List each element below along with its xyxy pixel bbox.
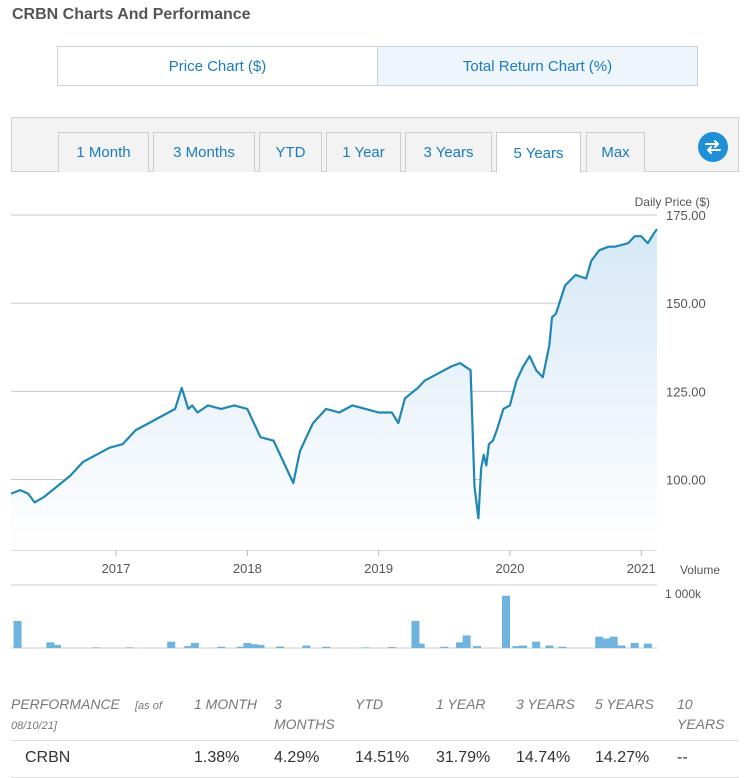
page-title: CRBN Charts And Performance xyxy=(12,6,251,23)
performance-as-of: [as of xyxy=(135,700,162,712)
swap-arrows-icon[interactable] xyxy=(698,132,728,162)
row-3-months: 4.29% xyxy=(274,749,320,766)
performance-date: 08/10/21] xyxy=(11,720,57,732)
row-3-years: 14.74% xyxy=(516,749,571,766)
y-tick-label: 150.00 xyxy=(666,296,706,311)
volume-bar xyxy=(502,595,511,648)
volume-bar xyxy=(512,646,521,648)
volume-bar xyxy=(609,636,618,648)
row-ticker: CRBN xyxy=(25,749,71,766)
x-tick-label: 2021 xyxy=(627,561,656,576)
volume-bar xyxy=(473,646,482,648)
x-tick-label: 2020 xyxy=(495,561,524,576)
volume-bar xyxy=(125,647,134,648)
performance-header: PERFORMANCE [as of 08/10/21] 1 MONTH 3 M… xyxy=(11,690,739,740)
tab-1-month[interactable]: 1 Month xyxy=(58,132,149,172)
col-1-month: 1 MONTH xyxy=(194,696,257,712)
volume-bar xyxy=(13,620,22,648)
tab-1-year[interactable]: 1 Year xyxy=(326,132,401,172)
col-ytd: YTD xyxy=(355,696,383,712)
tab-5-years[interactable]: 5 Years xyxy=(496,132,581,173)
tab-ytd[interactable]: YTD xyxy=(259,132,322,172)
col-5-years: 5 YEARS xyxy=(595,696,654,712)
volume-bar xyxy=(416,643,425,648)
volume-bar xyxy=(603,638,612,648)
volume-bar xyxy=(519,645,528,648)
x-tick-label: 2017 xyxy=(102,561,131,576)
price-chart-button[interactable]: Price Chart ($) xyxy=(57,46,378,86)
volume-bar xyxy=(456,642,465,648)
volume-bar xyxy=(256,644,265,648)
y-tick-label: 175.00 xyxy=(666,208,706,223)
table-row: CRBN 1.38% 4.29% 14.51% 31.79% 14.74% 14… xyxy=(11,740,739,778)
volume-bar xyxy=(595,636,604,648)
tab-3-years[interactable]: 3 Years xyxy=(405,132,492,172)
volume-bar xyxy=(276,646,285,648)
y-axis-label: Daily Price ($) xyxy=(635,195,710,209)
tab-max[interactable]: Max xyxy=(586,132,645,172)
volume-bar xyxy=(643,643,652,648)
row-10-years: -- xyxy=(677,749,688,766)
volume-bar xyxy=(167,641,176,648)
x-tick-label: 2019 xyxy=(364,561,393,576)
volume-bar xyxy=(46,642,55,648)
volume-bar xyxy=(630,642,639,648)
y-tick-label: 125.00 xyxy=(666,384,706,399)
volume-bar xyxy=(387,647,396,648)
col-3-months-a: 3 xyxy=(274,696,282,712)
volume-bar xyxy=(462,635,471,648)
row-1-month: 1.38% xyxy=(194,749,240,766)
volume-label: Volume xyxy=(680,563,720,577)
total-return-chart-button[interactable]: Total Return Chart (%) xyxy=(378,46,698,86)
x-tick-label: 2018 xyxy=(233,561,262,576)
volume-bar xyxy=(52,644,61,648)
col-3-years: 3 YEARS xyxy=(516,696,575,712)
volume-bar xyxy=(92,647,101,648)
volume-bar xyxy=(361,647,370,648)
range-selector: 1 Month 3 Months YTD 1 Year 3 Years 5 Ye… xyxy=(11,117,739,173)
volume-bar xyxy=(236,646,245,648)
performance-header-label: PERFORMANCE xyxy=(11,696,120,712)
col-3-months-b: MONTHS xyxy=(274,716,335,732)
volume-bar xyxy=(532,641,541,648)
volume-bar xyxy=(411,620,420,648)
price-chart: 100.00 125.00 150.00 175.00 2017 2018 2019 202… xyxy=(10,195,720,649)
row-5-years: 14.27% xyxy=(595,749,650,766)
volume-bar xyxy=(249,644,258,648)
volume-bar xyxy=(217,646,226,648)
col-10-years-a: 10 xyxy=(677,696,693,712)
volume-tick-label: 1 000k xyxy=(665,587,702,601)
volume-bar xyxy=(322,646,331,648)
volume-bar xyxy=(545,645,554,648)
col-10-years-b: YEARS xyxy=(677,716,725,732)
row-ytd: 14.51% xyxy=(355,749,410,766)
price-area-fill xyxy=(11,229,657,550)
y-tick-label: 100.00 xyxy=(666,472,706,487)
price-line xyxy=(10,228,658,520)
chart-type-toggle: Price Chart ($) Total Return Chart (%) xyxy=(57,46,698,86)
col-1-year: 1 YEAR xyxy=(436,696,486,712)
volume-bar xyxy=(558,646,567,648)
tab-3-months[interactable]: 3 Months xyxy=(153,132,255,172)
volume-bar xyxy=(617,645,626,648)
volume-bar xyxy=(243,642,252,648)
performance-table: PERFORMANCE [as of 08/10/21] 1 MONTH 3 M… xyxy=(11,690,739,778)
volume-bar xyxy=(190,642,199,648)
volume-bar xyxy=(184,646,193,648)
volume-bar xyxy=(440,646,449,648)
volume-bar xyxy=(302,645,311,648)
row-1-year: 31.79% xyxy=(436,749,491,766)
